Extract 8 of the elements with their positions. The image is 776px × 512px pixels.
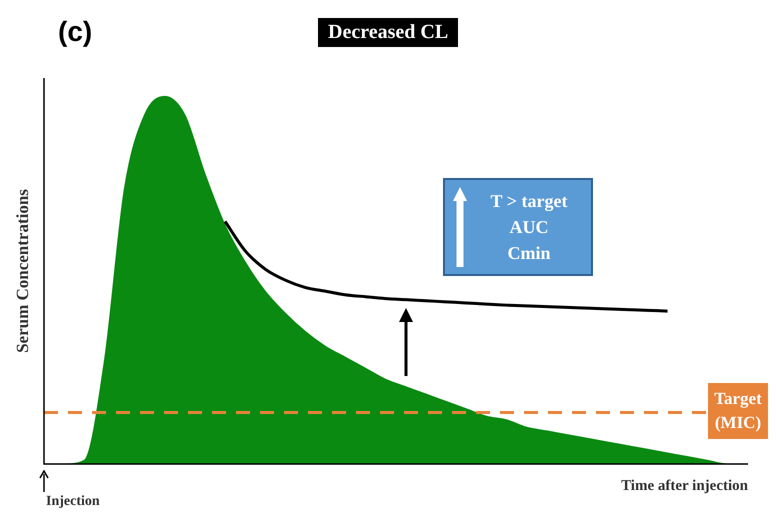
note-box: T > target AUC Cmin — [443, 178, 593, 276]
x-axis-title: Time after injection — [621, 478, 748, 495]
text: Injection — [46, 494, 100, 510]
y-axis-title: Serum Concentrations — [13, 189, 33, 353]
annotation: T > target AUC Cmin — [490, 190, 568, 265]
chart-title: Decreased CL — [318, 18, 458, 47]
ref-line-label: Target (MIC) — [708, 382, 768, 439]
text: (c) — [58, 16, 92, 48]
